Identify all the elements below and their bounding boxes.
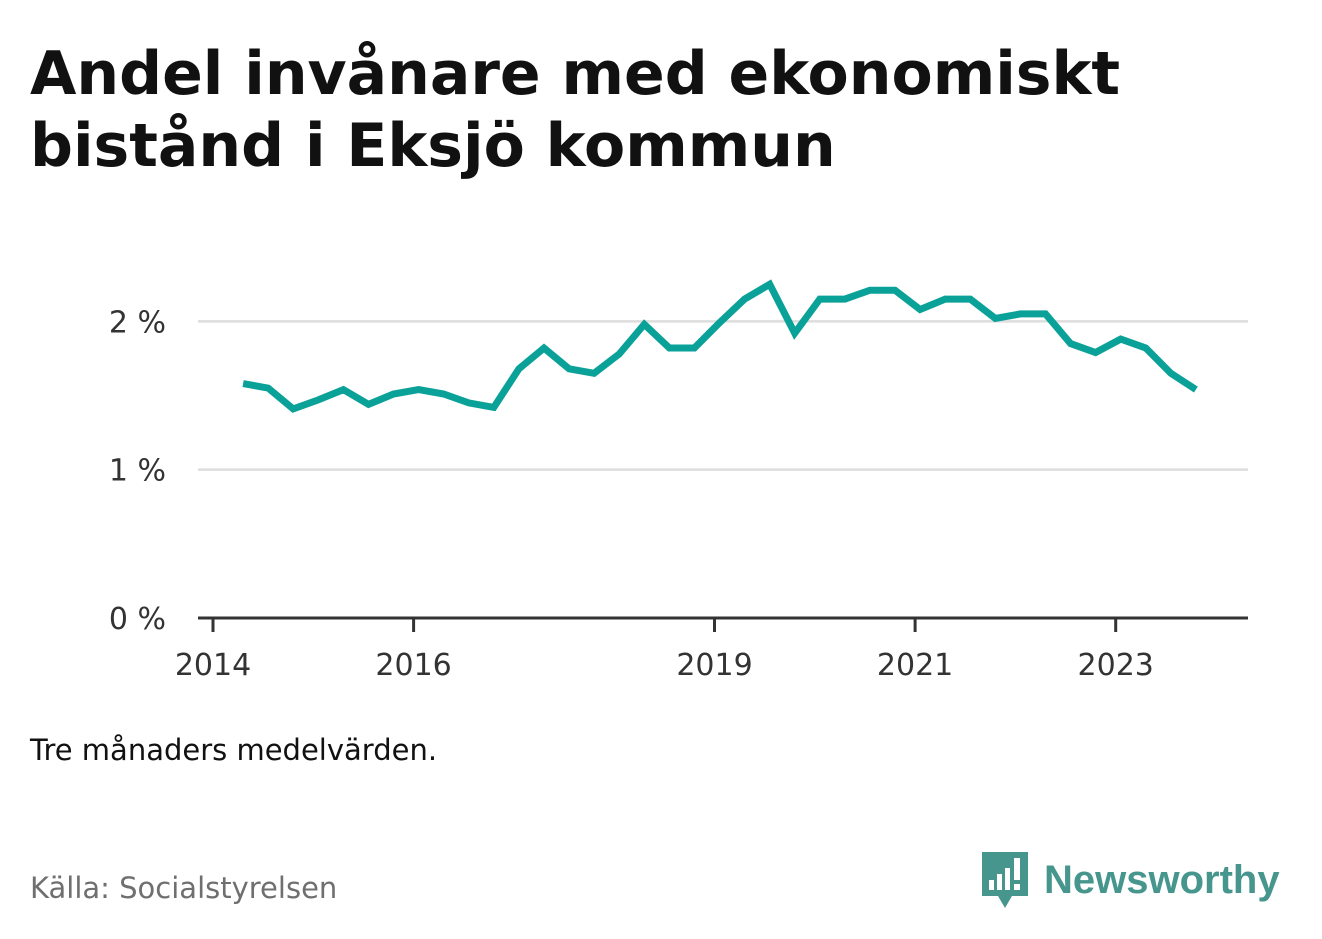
x-tick-label-2021: 2021 <box>877 648 953 683</box>
newsworthy-logo-icon <box>982 852 1028 908</box>
x-axis-ticks: 2014 2016 2019 2021 2023 <box>175 618 1154 683</box>
brand-name: Newsworthy <box>1044 857 1280 902</box>
chart-note: Tre månaders medelvärden. <box>30 733 438 767</box>
x-tick-label-2019: 2019 <box>676 648 752 683</box>
x-tick-label-2014: 2014 <box>175 648 251 683</box>
y-tick-label-2: 2 % <box>109 305 166 340</box>
newsworthy-logo[interactable]: Newsworthy <box>980 850 1280 910</box>
series-line-0 <box>242 279 1198 413</box>
source-credit: Källa: Socialstyrelsen <box>30 871 338 905</box>
chart-title: Andel invånare med ekonomiskt bistånd i … <box>30 39 1121 181</box>
y-tick-label-1: 1 % <box>109 454 166 489</box>
x-tick-label-2023: 2023 <box>1078 648 1154 683</box>
x-tick-label-2016: 2016 <box>375 648 451 683</box>
y-axis-labels: 0 % 1 % 2 % <box>109 305 166 637</box>
series-group <box>242 279 1198 413</box>
y-tick-label-0: 0 % <box>109 602 166 637</box>
